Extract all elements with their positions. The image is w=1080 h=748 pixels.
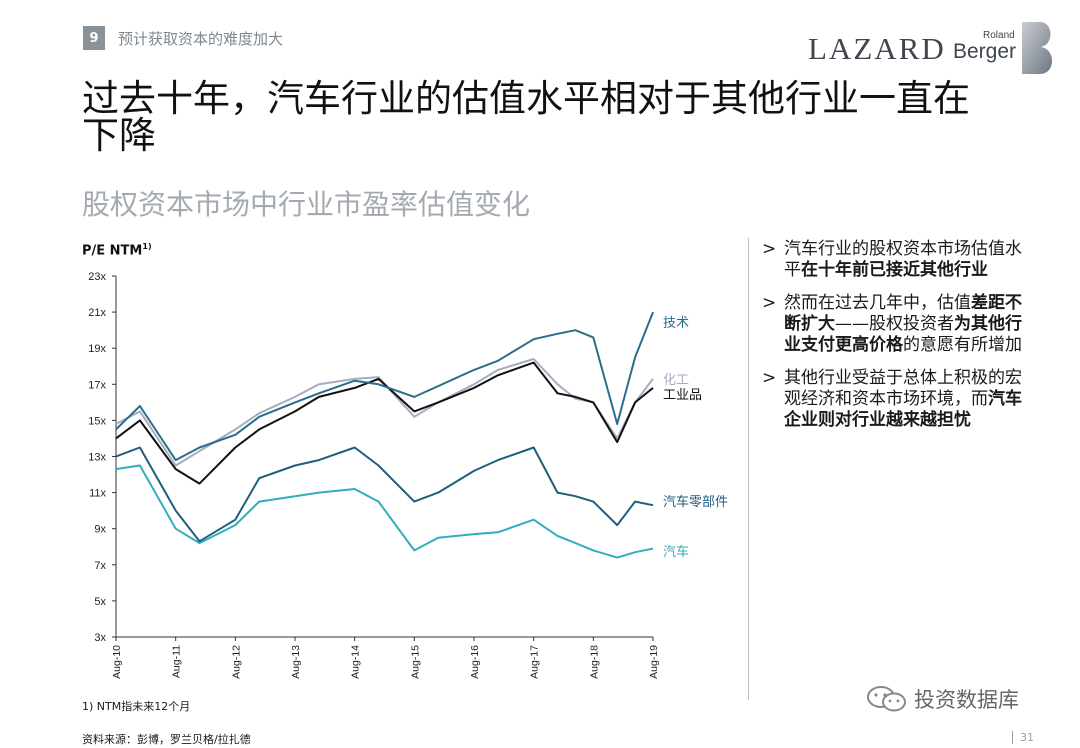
section-number: 9 (83, 26, 105, 50)
commentary-2-bold: 差距不断扩大 (784, 293, 1022, 334)
x-tick-label: Aug-18 (588, 645, 600, 679)
source-note: 资料来源：彭博，罗兰贝格/拉扎德 (82, 733, 251, 746)
commentary-3-bold: 汽车企业则对行业越来越担忧 (784, 389, 1022, 430)
x-tick-label: Aug-14 (350, 645, 362, 679)
bullet-arrow-icon: > (762, 239, 777, 259)
x-tick-label: Aug-12 (230, 645, 242, 679)
commentary-2-text: 然而在过去几年中，估值 (784, 293, 971, 313)
series-label-components: 汽车零部件 (663, 494, 728, 510)
series-line-industrial (115, 361, 654, 485)
y-tick-label: 17x (88, 379, 106, 391)
berger-b-icon (1022, 22, 1052, 74)
commentary-2-bold2: 为其他行业支付更高价格 (784, 314, 1022, 355)
commentary-2-mid: ——股权投资者 (835, 314, 954, 334)
series-label-tech: 技术 (663, 316, 689, 331)
commentary-item-2: > 然而在过去几年中，估值差距不断扩大——股权投资者为其他行业支付更高价格的意愿有… (762, 293, 1022, 356)
y-tick-label: 7x (94, 560, 106, 572)
y-tick-label: 21x (88, 307, 106, 319)
x-tick-label: Aug-17 (529, 645, 541, 679)
lazard-logo-text: LAZARD (808, 31, 946, 66)
commentary-3-text: 其他行业受益于总体上积极的宏观经济和资本市场环境，而 (784, 368, 1022, 409)
bullet-arrow-icon: > (762, 368, 777, 388)
berger-logo-text: Berger (953, 40, 1017, 63)
footnote: 1) NTM指未来12个月 (82, 700, 191, 713)
vertical-divider (748, 238, 749, 700)
wechat-watermark: 投资数据库 (866, 684, 1019, 714)
series-label-chem: 化工 (663, 373, 689, 388)
x-tick-label: Aug-11 (171, 645, 183, 678)
series-label-auto: 汽车 (663, 544, 689, 560)
y-axis-unit-footnote: 1) (142, 242, 152, 251)
y-tick-label: 15x (88, 415, 106, 427)
y-tick-label: 13x (88, 452, 106, 464)
pe-line-chart: 3x 5x 7x 9x 11x 13x 15x 17x 19x 21x 23x Aug-10 Aug-1… (88, 271, 728, 679)
section-title: 预计获取资本的难度加大 (118, 30, 284, 48)
page-number: 31 (1020, 731, 1034, 744)
series-line-tech (115, 311, 654, 462)
wechat-icon (867, 686, 906, 712)
y-tick-label: 19x (88, 343, 106, 355)
commentary-1-bold: 在十年前已接近其他行业 (801, 260, 988, 280)
y-tick-label: 23x (88, 271, 106, 283)
commentary-1-text: 汽车行业的股权资本市场估值水平 (784, 239, 1022, 280)
commentary-list: > 汽车行业的股权资本市场估值水平在十年前已接近其他行业 > 然而在过去几年中，估值… (762, 239, 1022, 443)
x-tick-label: Aug-16 (469, 645, 481, 679)
commentary-item-1: > 汽车行业的股权资本市场估值水平在十年前已接近其他行业 (762, 239, 1022, 281)
series-line-components (115, 446, 654, 543)
commentary-item-3: > 其他行业受益于总体上积极的宏观经济和资本市场环境，而汽车企业则对行业越来越担忧 (762, 368, 1022, 431)
y-axis-unit-text: P/E NTM (82, 243, 143, 259)
bullet-arrow-icon: > (762, 293, 777, 313)
commentary-2-post: 的意愿有所增加 (903, 335, 1022, 355)
y-tick-label: 11x (89, 488, 106, 500)
x-tick-label: Aug-19 (648, 645, 660, 679)
y-axis-unit-label: P/E NTM1) (82, 242, 152, 258)
watermark-text: 投资数据库 (914, 688, 1019, 712)
y-tick-label: 9x (94, 524, 106, 536)
page-number-divider (1012, 731, 1013, 744)
x-tick-label: Aug-15 (409, 645, 421, 679)
page-subtitle: 股权资本市场中行业市盈率估值变化 (82, 188, 531, 221)
x-tick-label: Aug-10 (111, 645, 123, 679)
series-line-auto (115, 464, 654, 559)
series-label-industrial: 工业品 (663, 388, 702, 403)
y-tick-label: 5x (94, 596, 106, 608)
page-title: 过去十年，汽车行业的估值水平相对于其他行业一直在下降 (82, 77, 970, 157)
x-tick-label: Aug-13 (290, 645, 302, 679)
y-tick-label: 3x (94, 632, 106, 644)
roland-logo-text: Roland (983, 30, 1015, 41)
